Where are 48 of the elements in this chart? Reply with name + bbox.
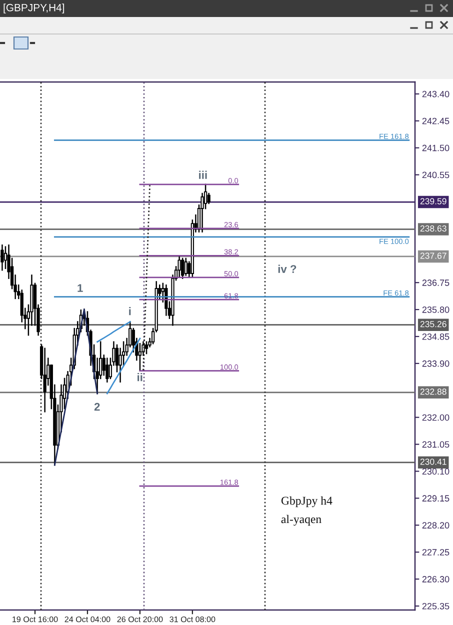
annotation: ii [138, 373, 142, 382]
annotation: 2 [94, 402, 100, 411]
ref-line-label: 238.63 [420, 225, 446, 232]
candlestick [138, 342, 142, 372]
line-series [106, 338, 141, 394]
annotation: GbpJpy h4 [281, 496, 332, 508]
candlestick [178, 256, 181, 278]
y-tick-label: 236.75 [422, 280, 450, 286]
annotation: al-yaqen [281, 514, 322, 526]
y-tick-label: 231.05 [422, 441, 450, 448]
y-tick-label: 243.40 [422, 90, 450, 98]
candlestick [0, 244, 4, 271]
line-series [96, 321, 131, 343]
y-tick-label: 235.80 [422, 306, 450, 313]
y-tick-label: 234.85 [422, 333, 450, 340]
y-tick-label: 226.30 [422, 576, 450, 582]
candlestick [207, 192, 210, 204]
ref-line-label: 237.67 [420, 252, 446, 259]
y-tick-label: 242.45 [422, 118, 450, 124]
x-tick-label: 31 Oct 08:00 [170, 616, 216, 622]
annotation: iii [199, 170, 207, 179]
candlestick [184, 258, 188, 276]
annotation: 1 [78, 284, 83, 292]
y-tick-label: 228.20 [422, 522, 450, 529]
y-tick-label: 229.15 [422, 495, 450, 502]
candlestick [181, 258, 184, 279]
annotation: i [129, 307, 131, 316]
candlestick [43, 348, 46, 412]
y-tick-label: 225.35 [422, 602, 450, 610]
ref-line-label: 230.41 [420, 458, 446, 465]
candlestick [144, 341, 148, 354]
chart-title: [GBPJPY,H4] [4, 4, 64, 14]
ref-line-label: 239.59 [420, 198, 446, 204]
y-tick-label: 232.00 [422, 414, 450, 421]
ref-line-label: 232.88 [420, 388, 446, 395]
ref-line-label: 235.26 [420, 321, 446, 328]
annotation: iv ? [278, 264, 296, 273]
y-tick-label: 230.10 [422, 468, 450, 475]
x-tick-label: 26 Oct 20:00 [117, 616, 163, 622]
line-series [54, 308, 98, 466]
y-tick-label: 233.90 [422, 360, 450, 367]
y-tick-label: 240.55 [422, 172, 450, 178]
y-tick-label: 227.25 [422, 549, 450, 556]
x-tick-label: 19 Oct 16:00 [12, 616, 58, 622]
candlestick [106, 358, 109, 383]
x-tick-label: 24 Oct 04:00 [64, 616, 110, 622]
candlestick [164, 284, 168, 316]
y-tick-label: 241.50 [422, 144, 450, 152]
